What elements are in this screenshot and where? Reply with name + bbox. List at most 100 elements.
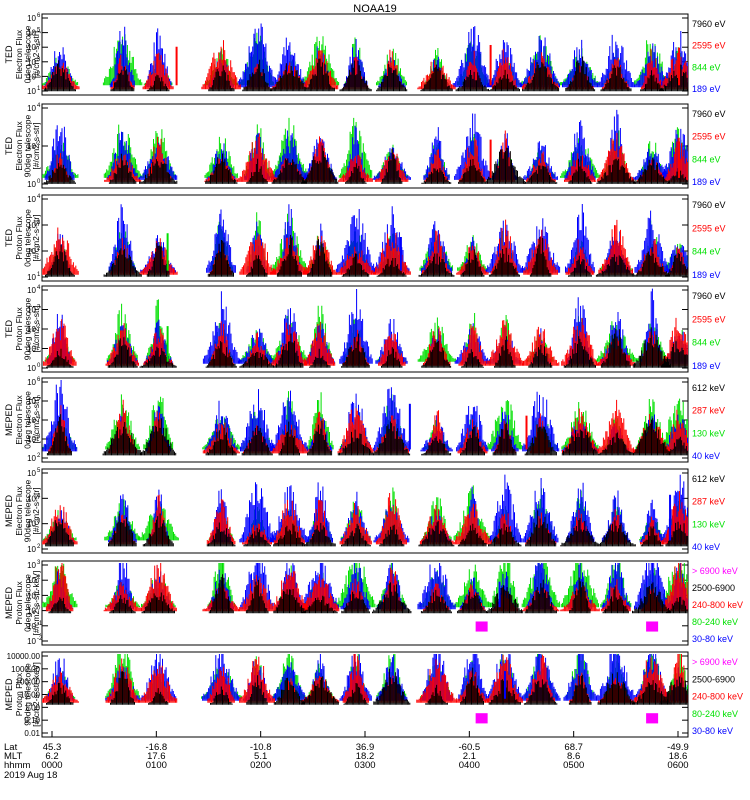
y-tick-exponent: -2 xyxy=(37,636,43,642)
y-tick-label: 10 xyxy=(27,637,36,646)
trace-blue xyxy=(44,23,688,88)
y-tick-exponent: 2 xyxy=(37,141,41,147)
trace-black xyxy=(43,145,688,184)
x-tick-label-lat: 45.3 xyxy=(43,742,62,753)
legend-entry: 189 eV xyxy=(692,361,721,371)
panel-ylabel-line: Proton Flux xyxy=(14,307,24,351)
trace-magenta xyxy=(646,621,659,632)
y-tick-label: 10 xyxy=(27,454,36,463)
x-tick-label-hhmm: 0500 xyxy=(563,760,584,771)
x-row-label: MLT xyxy=(4,751,22,762)
y-tick-exponent: 6 xyxy=(37,13,41,19)
legend-entry: 189 eV xyxy=(692,270,721,280)
y-tick-exponent: 2 xyxy=(37,544,41,550)
y-tick-exponent: 3 xyxy=(37,220,41,226)
panel-instrument-label: MEPED xyxy=(4,495,14,528)
trace-green xyxy=(48,212,688,271)
y-tick-exponent: 3 xyxy=(37,560,41,566)
y-tick-label: 10 xyxy=(27,520,36,529)
legend-entry: 844 eV xyxy=(692,154,721,164)
panel-ylabel-line: 90deg telescope xyxy=(23,298,33,361)
legend-entry: 130 keV xyxy=(692,428,725,438)
panel-instrument-label: TED xyxy=(4,136,14,155)
legend-entry: 7960 eV xyxy=(692,109,726,119)
trace-black xyxy=(45,234,688,277)
legend-entry: 80-240 keV xyxy=(692,709,738,719)
panel-ylabel-line: [#/cm2-s-str] xyxy=(31,305,41,352)
y-tick-exponent: 1 xyxy=(37,272,41,278)
legend-entry: 240-800 keV xyxy=(692,600,743,610)
legend-entry: 2500-6900 xyxy=(692,583,735,593)
y-tick-label: 10000.00 xyxy=(7,652,41,661)
legend-entry: 844 eV xyxy=(692,62,721,72)
y-tick-label: 0.01 xyxy=(24,729,40,738)
y-tick-exponent: 6 xyxy=(37,377,41,383)
y-tick-label: 1000.00 xyxy=(11,665,40,674)
trace-magenta xyxy=(475,713,488,724)
y-tick-exponent: -1 xyxy=(37,621,43,627)
y-tick-label: 10 xyxy=(27,195,36,204)
trace-black xyxy=(46,327,688,368)
y-tick-exponent: 0 xyxy=(37,363,41,369)
y-tick-exponent: 0 xyxy=(37,179,41,185)
y-tick-label: 10 xyxy=(27,29,36,38)
y-tick-label: 1.00 xyxy=(24,703,40,712)
trace-blue xyxy=(47,204,688,273)
y-tick-exponent: 1 xyxy=(37,86,41,92)
trace-magenta xyxy=(475,621,488,632)
trace-blue xyxy=(44,109,688,180)
x-tick-label-mlt: 5.1 xyxy=(254,751,267,762)
panel-ylabel-line: [#/cm2-s-str] xyxy=(31,396,41,443)
x-tick-label-lat: -16.8 xyxy=(146,742,168,753)
y-tick-label: 10 xyxy=(27,43,36,52)
y-tick-exponent: 3 xyxy=(37,434,41,440)
trace-green xyxy=(42,32,688,86)
legend-entry: > 6900 keV xyxy=(692,566,738,576)
panel-ylabel-line: [#/cm2-s-str] xyxy=(31,487,41,534)
y-tick-exponent: 2 xyxy=(37,71,41,77)
panel-traces-meped-e-0 xyxy=(42,380,688,456)
panel-ylabel-line: [#/cm2-s-str] xyxy=(31,31,41,78)
x-tick-label-lat: 68.7 xyxy=(564,742,583,753)
panel-traces-ted-p-90 xyxy=(43,288,688,368)
x-tick-label-mlt: 2.1 xyxy=(463,751,476,762)
y-tick-label: 10 xyxy=(27,469,36,478)
trace-black xyxy=(43,56,688,92)
panel-instrument-label: MEPED xyxy=(4,587,14,620)
legend-entry: 80-240 keV xyxy=(692,617,738,627)
x-tick-label-hhmm: 0200 xyxy=(250,760,271,771)
panel-ylabel-line: [#/cm2-s-str-keV] xyxy=(31,571,41,636)
y-tick-exponent: 3 xyxy=(37,519,41,525)
panel-traces-meped-p-0 xyxy=(42,563,688,632)
y-tick-label: 10 xyxy=(27,397,36,406)
y-tick-label: 0.10 xyxy=(24,716,40,725)
y-tick-label: 10 xyxy=(27,286,36,295)
panel-ylabel-line: 0deg telescope xyxy=(23,391,33,449)
y-tick-label: 10 xyxy=(27,221,36,230)
panel-frame-ted-p-0 xyxy=(41,194,689,282)
y-tick-label: 10 xyxy=(27,306,36,315)
x-tick-label-hhmm: 0000 xyxy=(41,760,62,771)
y-tick-exponent: 4 xyxy=(37,42,41,48)
y-tick-label: 10 xyxy=(27,104,36,113)
legend-entry: 287 keV xyxy=(692,406,725,416)
x-tick-label-lat: -49.9 xyxy=(667,742,689,753)
chart-title: NOAA19 xyxy=(353,3,396,15)
legend-entry: > 6900 keV xyxy=(692,657,738,667)
x-tick-label-mlt: 6.2 xyxy=(45,751,58,762)
y-tick-exponent: 4 xyxy=(37,493,41,499)
y-tick-exponent: 5 xyxy=(37,28,41,34)
y-tick-exponent: 5 xyxy=(37,468,41,474)
x-tick-label-mlt: 18.6 xyxy=(669,751,688,762)
panel-frame-ted-e-0 xyxy=(41,13,689,96)
y-tick-exponent: 4 xyxy=(37,415,41,421)
y-tick-exponent: 4 xyxy=(37,285,41,291)
legend-entry: 30-80 keV xyxy=(692,634,733,644)
legend-entry: 7960 eV xyxy=(692,200,726,210)
legend-entry: 189 eV xyxy=(692,177,721,187)
panel-traces-ted-p-0 xyxy=(42,204,688,277)
x-row-label: Lat xyxy=(4,742,18,753)
